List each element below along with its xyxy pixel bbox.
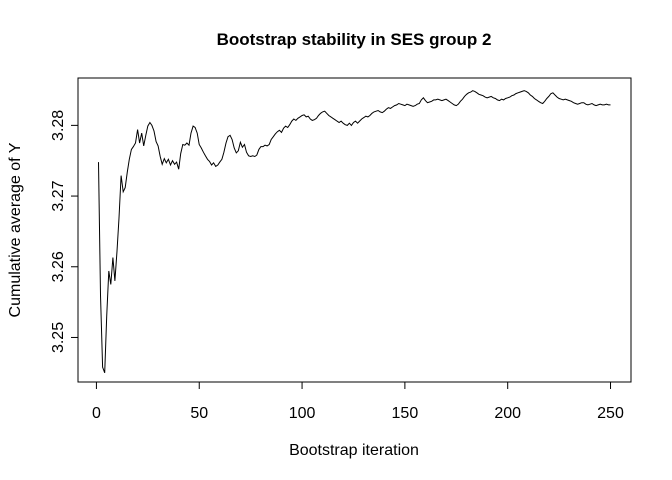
x-tick-label: 50 [190,405,208,422]
x-axis-title: Bootstrap iteration [289,442,419,459]
y-tick-label: 3.25 [50,322,67,353]
y-tick-label: 3.26 [50,251,67,282]
y-axis-ticks: 3.25 3.26 3.27 3.28 [50,110,78,353]
y-tick-label: 3.27 [50,180,67,211]
series-line [98,90,611,373]
x-tick-label: 0 [92,405,101,422]
y-tick-label: 3.28 [50,110,67,141]
x-tick-label: 100 [289,405,316,422]
x-axis-ticks: 0 50 100 150 200 250 [92,382,624,422]
x-tick-label: 250 [597,405,624,422]
plot-box [77,77,632,383]
chart-title: Bootstrap stability in SES group 2 [217,30,492,49]
y-axis-title: Cumulative average of Y [7,142,24,317]
x-tick-label: 200 [494,405,521,422]
x-tick-label: 150 [392,405,419,422]
